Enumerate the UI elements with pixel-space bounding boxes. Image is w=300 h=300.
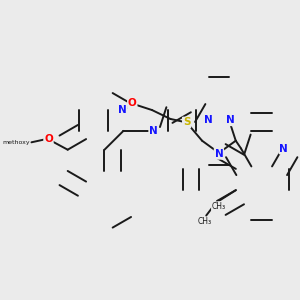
- Text: N: N: [118, 105, 126, 115]
- Text: O: O: [44, 134, 53, 144]
- Text: CH₃: CH₃: [198, 217, 212, 226]
- Text: CH₃: CH₃: [212, 202, 226, 211]
- Text: N: N: [214, 149, 223, 159]
- Text: O: O: [128, 98, 136, 108]
- Text: S: S: [183, 118, 190, 128]
- Text: N: N: [203, 115, 212, 125]
- Text: N: N: [226, 115, 234, 125]
- Text: N: N: [280, 143, 288, 154]
- Text: N: N: [149, 126, 158, 136]
- Text: methoxy: methoxy: [2, 140, 30, 145]
